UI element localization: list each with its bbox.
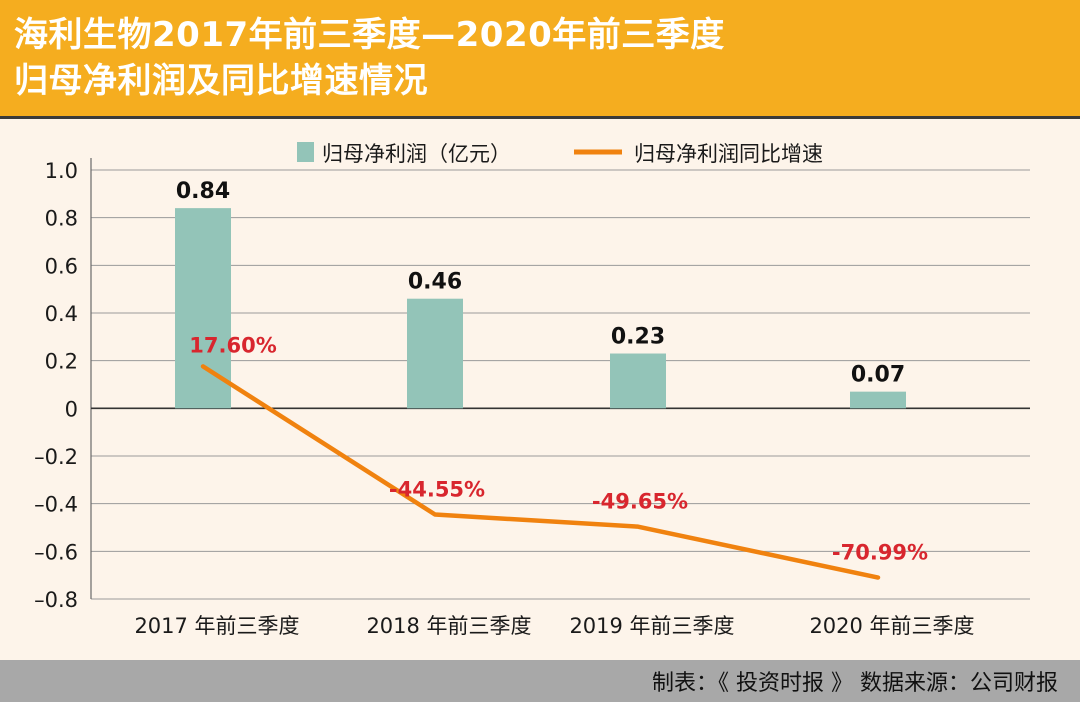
y-tick-label: –0.4 <box>34 493 78 517</box>
footer-bar: 制表：《 投资时报 》 数据来源：公司财报 <box>0 660 1080 702</box>
bar <box>850 391 906 409</box>
header-banner: 海利生物2017年前三季度—2020年前三季度 归母净利润及同比增速情况 <box>0 0 1080 116</box>
bar-value-label: 0.07 <box>851 363 905 388</box>
legend-bar-label: 归母净利润（亿元） <box>322 142 511 166</box>
line-value-label: -49.65% <box>592 490 688 514</box>
y-tick-label: 0 <box>65 397 78 421</box>
bar <box>407 298 463 409</box>
x-tick-label: 2019 年前三季度 <box>569 614 734 638</box>
bar-value-label: 0.23 <box>611 325 665 350</box>
bar-value-label: 0.84 <box>176 179 230 204</box>
line-value-label: -44.55% <box>389 478 485 502</box>
header-divider <box>0 116 1080 119</box>
x-tick-label: 2018 年前三季度 <box>366 614 531 638</box>
y-tick-label: 0.6 <box>45 254 78 278</box>
bar <box>610 353 666 409</box>
legend-bar-swatch <box>297 142 314 162</box>
chart-title: 海利生物2017年前三季度—2020年前三季度 归母净利润及同比增速情况 <box>14 12 1014 104</box>
y-tick-label: 0.2 <box>45 350 78 374</box>
chart-area: 1.0 0.8 0.6 0.4 0.2 0 –0.2 –0.4 –0.6 –0.8 0.84 0.46… <box>34 142 1030 638</box>
line-value-label: 17.60% <box>189 333 276 357</box>
y-tick-label: –0.6 <box>34 540 78 564</box>
y-tick-label: 0.8 <box>45 207 78 231</box>
legend-line-label: 归母净利润同比增速 <box>634 142 823 166</box>
title-line-2: 归母净利润及同比增速情况 <box>14 61 428 101</box>
title-line-1: 海利生物2017年前三季度—2020年前三季度 <box>14 15 725 55</box>
y-tick-label: –0.2 <box>34 445 78 469</box>
x-tick-label: 2017 年前三季度 <box>134 614 299 638</box>
y-tick-label: 0.4 <box>45 302 78 326</box>
growth-line <box>200 364 881 580</box>
x-tick-label: 2020 年前三季度 <box>809 614 974 638</box>
y-tick-label: 1.0 <box>45 159 78 183</box>
y-tick-label: –0.8 <box>34 588 78 612</box>
line-value-label: -70.99% <box>832 541 928 565</box>
bar-value-label: 0.46 <box>408 270 462 295</box>
footer-source: 制表：《 投资时报 》 数据来源：公司财报 <box>652 671 1058 696</box>
bar <box>175 208 231 409</box>
